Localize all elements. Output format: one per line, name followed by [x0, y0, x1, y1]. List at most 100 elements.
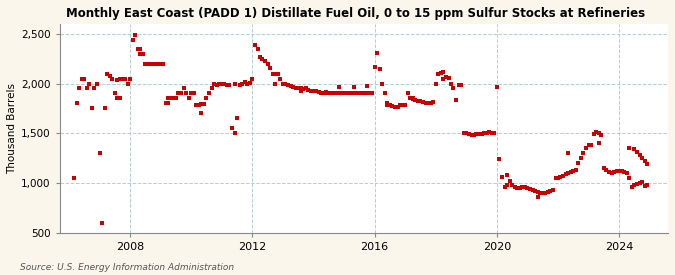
Point: [601, 168, 612, 172]
Point: [201, 96, 212, 101]
Point: [326, 91, 337, 96]
Point: [354, 91, 364, 96]
Point: [359, 91, 370, 96]
Point: [188, 91, 199, 96]
Point: [158, 61, 169, 66]
Point: [252, 46, 263, 51]
Point: [265, 65, 275, 70]
Point: [321, 90, 331, 95]
Point: [214, 81, 225, 86]
Point: [389, 105, 400, 109]
Point: [112, 77, 123, 82]
Point: [138, 51, 148, 56]
Point: [79, 76, 90, 81]
Point: [102, 72, 113, 76]
Point: [484, 130, 495, 134]
Point: [405, 96, 416, 101]
Point: [247, 76, 258, 81]
Point: [135, 51, 146, 56]
Point: [499, 185, 510, 189]
Point: [486, 131, 497, 135]
Point: [463, 132, 474, 136]
Point: [163, 96, 173, 101]
Point: [173, 91, 184, 96]
Point: [321, 91, 331, 96]
Point: [184, 96, 194, 101]
Point: [563, 171, 574, 175]
Point: [614, 169, 624, 173]
Point: [412, 99, 423, 104]
Point: [524, 187, 535, 191]
Point: [456, 83, 466, 88]
Point: [295, 86, 306, 91]
Point: [586, 143, 597, 147]
Point: [379, 91, 390, 96]
Point: [198, 102, 209, 107]
Point: [362, 84, 373, 89]
Point: [107, 76, 117, 81]
Point: [438, 69, 449, 74]
Point: [349, 91, 360, 96]
Point: [491, 85, 502, 90]
Point: [639, 159, 650, 163]
Point: [148, 61, 159, 66]
Point: [257, 56, 268, 61]
Point: [520, 185, 531, 189]
Point: [142, 61, 153, 66]
Point: [165, 96, 176, 101]
Point: [532, 194, 543, 199]
Point: [194, 103, 205, 108]
Point: [219, 81, 230, 86]
Point: [568, 169, 578, 173]
Point: [532, 189, 543, 194]
Point: [209, 81, 219, 86]
Point: [514, 186, 525, 190]
Point: [468, 133, 479, 138]
Point: [451, 98, 462, 103]
Point: [479, 131, 489, 135]
Point: [339, 91, 350, 96]
Point: [402, 91, 413, 96]
Point: [254, 54, 265, 59]
Point: [603, 170, 614, 174]
Point: [415, 99, 426, 104]
Point: [446, 82, 456, 87]
Point: [428, 100, 439, 104]
Point: [589, 132, 599, 136]
Point: [285, 84, 296, 89]
Point: [637, 180, 647, 184]
Point: [135, 46, 146, 51]
Point: [458, 131, 469, 135]
Point: [267, 72, 278, 76]
Point: [555, 175, 566, 179]
Point: [408, 96, 418, 101]
Point: [489, 131, 500, 135]
Point: [277, 81, 288, 86]
Point: [176, 91, 186, 96]
Point: [550, 176, 561, 180]
Point: [352, 91, 362, 96]
Point: [349, 85, 360, 90]
Point: [275, 76, 286, 81]
Point: [471, 132, 482, 136]
Point: [619, 170, 630, 174]
Point: [303, 88, 314, 93]
Point: [372, 51, 383, 55]
Point: [642, 183, 653, 187]
Point: [140, 61, 151, 66]
Point: [466, 133, 477, 138]
Point: [155, 61, 166, 66]
Point: [634, 181, 645, 185]
Point: [356, 91, 367, 96]
Point: [502, 173, 512, 177]
Point: [576, 156, 587, 160]
Point: [558, 174, 568, 178]
Point: [318, 91, 329, 96]
Point: [117, 76, 128, 81]
Point: [300, 86, 311, 91]
Point: [591, 130, 601, 134]
Point: [497, 175, 508, 179]
Point: [94, 151, 105, 155]
Point: [272, 72, 283, 76]
Point: [364, 91, 375, 96]
